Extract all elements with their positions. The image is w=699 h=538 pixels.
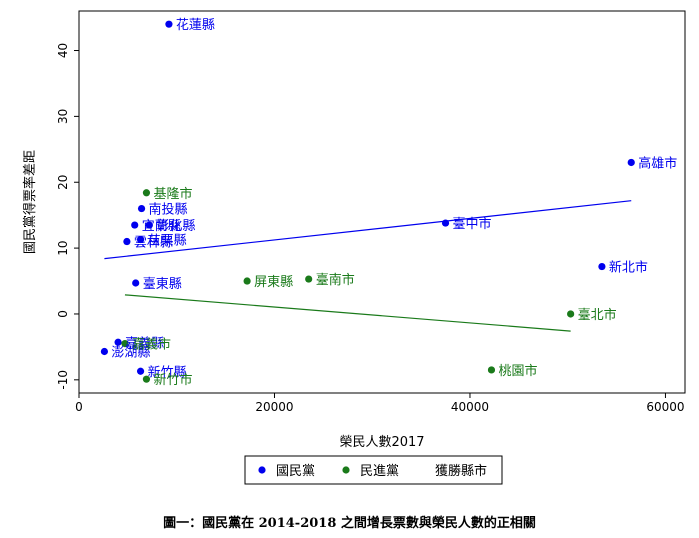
point-label: 嘉義市 [132, 337, 171, 353]
x-axis-label: 榮民人數2017 [339, 435, 424, 450]
point-label: 基隆市 [153, 186, 192, 202]
x-tick-label: 40000 [451, 400, 489, 414]
y-axis-label: 國民黨得票率差距 [22, 150, 38, 254]
legend-marker [342, 466, 350, 474]
data-point [598, 262, 606, 271]
x-tick-label: 60000 [646, 400, 684, 414]
point-label: 澎湖縣 [111, 346, 150, 361]
data-point [441, 219, 450, 227]
data-point [487, 366, 496, 374]
legend-marker [258, 466, 266, 474]
data-point [243, 277, 251, 285]
point-label: 屏東縣 [254, 274, 293, 290]
point-label: 臺南市 [316, 272, 355, 288]
point-label: 南投縣 [149, 202, 188, 218]
y-tick-label: 30 [56, 109, 70, 124]
point-label: 高雄市 [638, 155, 677, 171]
data-point [142, 189, 151, 197]
fit-line [104, 200, 632, 260]
data-point [121, 340, 129, 348]
y-tick-label: -10 [56, 370, 70, 390]
point-label: 桃園市 [498, 363, 537, 379]
data-point [305, 275, 313, 283]
data-point [136, 367, 145, 375]
data-point [567, 310, 575, 318]
data-point [142, 375, 151, 383]
point-label: 嘉義縣 [125, 335, 164, 351]
data-point [137, 204, 146, 213]
point-label: 新北市 [609, 260, 648, 276]
data-point [100, 347, 109, 356]
data-point [114, 338, 122, 346]
figure-caption: 圖一：國民黨在 2014-2018 之間增長票數與榮民人數的正相關 [163, 516, 536, 531]
y-tick-label: 0 [56, 310, 70, 318]
legend-entry: 國民黨 [276, 464, 315, 479]
x-tick-label: 20000 [255, 400, 293, 414]
data-point [123, 237, 131, 246]
point-label: 新竹縣 [148, 364, 187, 380]
point-label: 新竹市 [153, 372, 192, 388]
point-label: 苗栗縣 [148, 234, 187, 249]
legend-entry: 民進黨 [360, 464, 399, 479]
y-tick-label: 40 [56, 43, 70, 58]
point-label: 花蓮縣 [176, 17, 215, 33]
data-point [165, 20, 173, 28]
point-label: 臺中市 [453, 216, 492, 232]
data-point [131, 221, 139, 229]
data-point [145, 221, 153, 229]
point-label: 宜蘭縣 [142, 218, 181, 234]
x-tick-label: 0 [75, 400, 83, 414]
fit-line [124, 294, 571, 332]
plot-area [78, 10, 686, 394]
data-point [136, 235, 145, 244]
y-tick-label: 20 [56, 175, 70, 190]
data-point [132, 279, 140, 287]
point-label: 臺東縣 [143, 276, 182, 292]
data-point [627, 158, 635, 167]
y-tick-label: 10 [56, 240, 70, 255]
legend-entry: 獲勝縣市 [435, 463, 487, 479]
legend-box [244, 455, 503, 485]
point-label: 彰化縣 [156, 218, 195, 234]
point-label: 雲林縣 [134, 236, 173, 251]
point-label: 臺北市 [578, 307, 617, 323]
